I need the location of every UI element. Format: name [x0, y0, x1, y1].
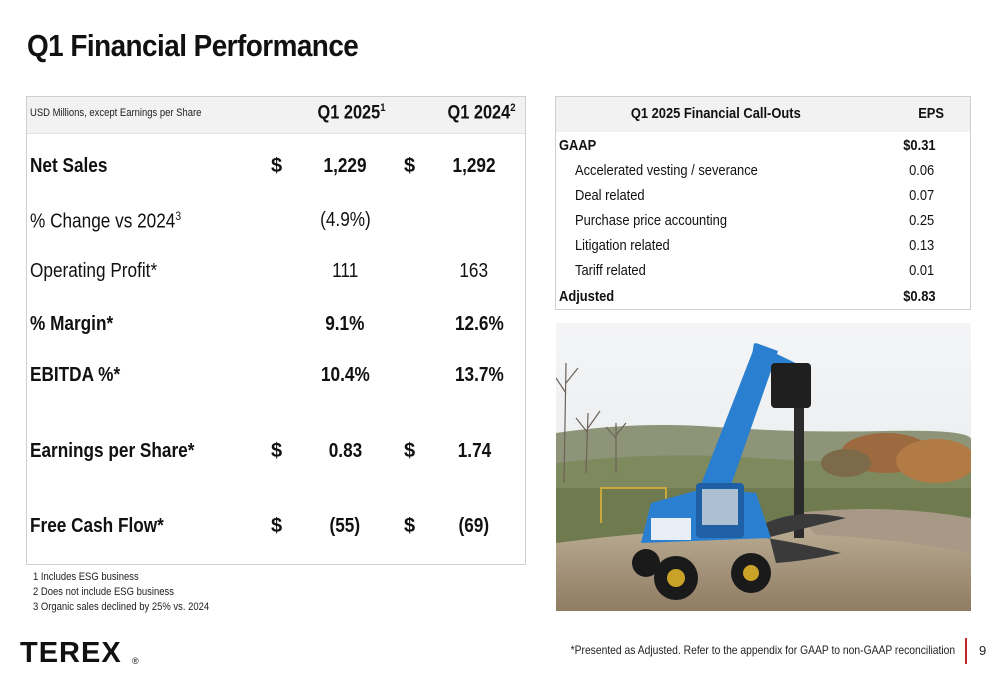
footnote: 2 Does not include ESG business	[33, 586, 174, 598]
table-row-free-cash-flow: Free Cash Flow* $ (55) $ (69)	[27, 515, 525, 545]
callout-row-accelerated-vesting: Accelerated vesting / severance 0.06	[556, 162, 970, 186]
callout-row-purchase-price-accounting: Purchase price accounting 0.25	[556, 212, 970, 236]
svg-text:TEREX: TEREX	[20, 637, 122, 668]
callout-row-tariff-related: Tariff related 0.01	[556, 262, 970, 286]
financial-performance-table: USD Millions, except Earnings per Share …	[26, 96, 526, 565]
callout-header: Q1 2025 Financial Call-Outs EPS	[556, 97, 970, 132]
svg-text:®: ®	[132, 656, 139, 666]
value-q1-2025: 1,229	[323, 155, 367, 177]
row-value: $0.83	[903, 288, 936, 305]
row-label: Accelerated vesting / severance	[575, 162, 758, 179]
table-row-operating-profit: Operating Profit* 111 163	[27, 260, 525, 290]
table-caption: USD Millions, except Earnings per Share	[30, 107, 202, 119]
telehandler-photo	[556, 323, 971, 611]
value-q1-2024: 163	[459, 260, 489, 282]
currency-symbol: $	[404, 155, 416, 177]
value-q1-2024: (69)	[458, 515, 490, 537]
page-number-divider	[965, 638, 967, 664]
row-label: Deal related	[575, 187, 645, 204]
callout-row-deal-related: Deal related 0.07	[556, 187, 970, 211]
value-q1-2025: 10.4%	[320, 364, 370, 386]
value-q1-2024: 1,292	[452, 155, 496, 177]
row-label: Purchase price accounting	[575, 212, 728, 229]
table-header: USD Millions, except Earnings per Share …	[27, 97, 525, 134]
value-q1-2025: (55)	[329, 515, 361, 537]
callout-row-gaap: GAAP $0.31	[556, 137, 970, 161]
row-value: 0.01	[908, 262, 934, 279]
value-q1-2025: (4.9%)	[319, 209, 371, 231]
table-row-earnings-per-share: Earnings per Share* $ 0.83 $ 1.74	[27, 440, 525, 470]
currency-symbol: $	[271, 515, 283, 537]
column-header-q1-2024: Q1 20242	[448, 102, 516, 124]
row-value: 0.13	[908, 237, 934, 254]
row-label: Operating Profit*	[30, 260, 158, 282]
table-row-net-sales: Net Sales $ 1,229 $ 1,292	[27, 155, 525, 185]
row-label: Litigation related	[575, 237, 670, 254]
row-label: Free Cash Flow*	[30, 515, 164, 537]
row-label: EBITDA %*	[30, 364, 121, 386]
value-q1-2024: 12.6%	[454, 313, 504, 335]
table-row-margin: % Margin* 9.1% 12.6%	[27, 313, 525, 343]
callout-header-title: Q1 2025 Financial Call-Outs	[631, 105, 801, 122]
table-row-percent-change: % Change vs 20243 (4.9%)	[27, 209, 525, 239]
currency-symbol: $	[404, 440, 416, 462]
row-value: 0.25	[908, 212, 934, 229]
callout-header-eps: EPS	[918, 105, 944, 122]
row-value: $0.31	[903, 137, 936, 154]
value-q1-2025: 111	[331, 260, 359, 282]
financial-callouts-table: Q1 2025 Financial Call-Outs EPS GAAP $0.…	[555, 96, 971, 310]
value-q1-2024: 1.74	[457, 440, 491, 462]
row-label: Adjusted	[559, 288, 615, 305]
value-q1-2025: 0.83	[328, 440, 362, 462]
footnotes: 1 Includes ESG business 2 Does not inclu…	[33, 570, 238, 615]
row-value: 0.06	[908, 162, 934, 179]
value-q1-2025: 9.1%	[325, 313, 365, 335]
currency-symbol: $	[271, 440, 283, 462]
page-number: 9	[979, 643, 987, 658]
footnote: 1 Includes ESG business	[33, 571, 139, 583]
page-title: Q1 Financial Performance	[27, 28, 359, 63]
table-row-ebitda: EBITDA %* 10.4% 13.7%	[27, 364, 525, 394]
currency-symbol: $	[404, 515, 416, 537]
row-label: % Margin*	[30, 313, 114, 335]
footnote: 3 Organic sales declined by 25% vs. 2024	[33, 601, 210, 613]
row-label: Earnings per Share*	[30, 440, 195, 462]
row-label: GAAP	[559, 137, 597, 154]
terex-logo: TEREX ®	[20, 636, 140, 669]
row-value: 0.07	[908, 187, 934, 204]
adjusted-disclaimer: *Presented as Adjusted. Refer to the app…	[570, 643, 955, 657]
column-header-q1-2025: Q1 20251	[318, 102, 386, 124]
value-q1-2024: 13.7%	[454, 364, 504, 386]
currency-symbol: $	[271, 155, 283, 177]
callout-row-adjusted: Adjusted $0.83	[556, 288, 970, 312]
row-label: % Change vs 20243	[30, 209, 182, 233]
row-label: Net Sales	[30, 155, 108, 177]
row-label: Tariff related	[575, 262, 646, 279]
callout-row-litigation-related: Litigation related 0.13	[556, 237, 970, 261]
